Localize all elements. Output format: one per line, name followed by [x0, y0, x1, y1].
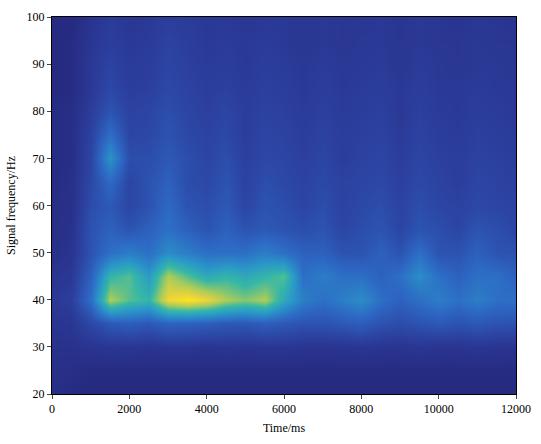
svg-text:8000: 8000 — [349, 402, 373, 416]
svg-text:10000: 10000 — [424, 402, 454, 416]
svg-text:0: 0 — [49, 402, 55, 416]
svg-text:30: 30 — [33, 340, 45, 354]
svg-text:60: 60 — [33, 199, 45, 213]
svg-text:6000: 6000 — [272, 402, 296, 416]
svg-text:4000: 4000 — [195, 402, 219, 416]
svg-text:50: 50 — [33, 246, 45, 260]
svg-text:80: 80 — [33, 104, 45, 118]
svg-text:20: 20 — [33, 387, 45, 401]
svg-text:100: 100 — [27, 10, 45, 24]
svg-text:Signal frequency/Hz: Signal frequency/Hz — [4, 156, 18, 255]
svg-text:Time/ms: Time/ms — [263, 421, 306, 435]
svg-text:2000: 2000 — [117, 402, 141, 416]
svg-text:90: 90 — [33, 57, 45, 71]
svg-text:70: 70 — [33, 152, 45, 166]
svg-text:12000: 12000 — [501, 402, 531, 416]
svg-text:40: 40 — [33, 293, 45, 307]
